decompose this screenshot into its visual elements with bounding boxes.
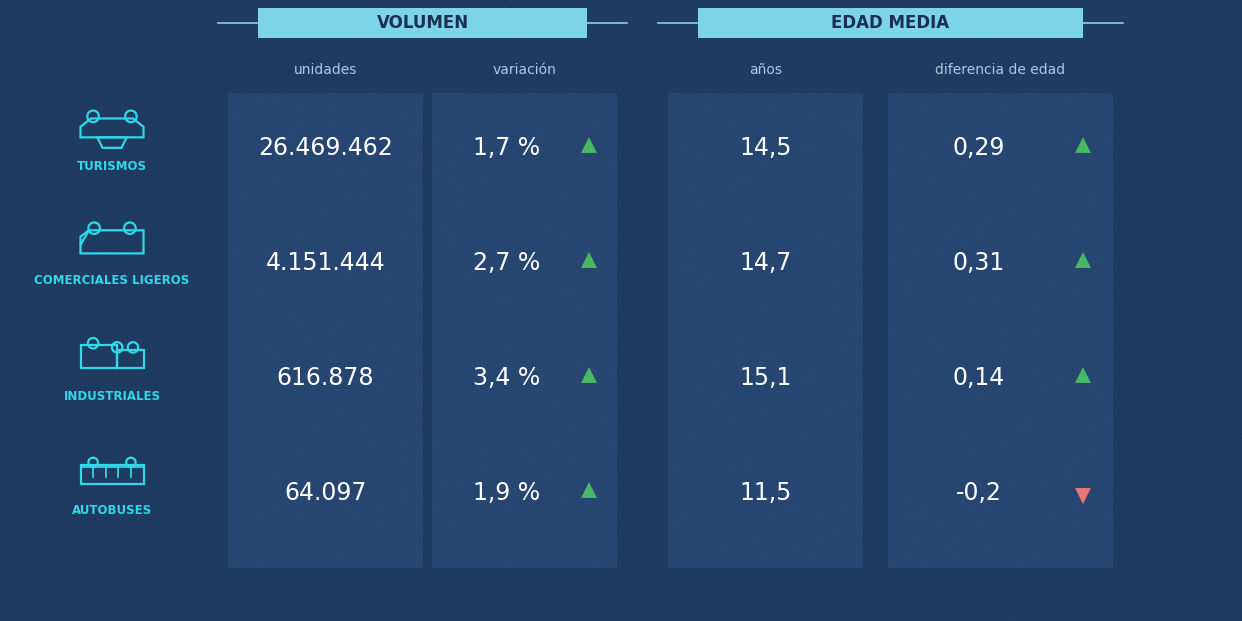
- Text: 0,29: 0,29: [953, 136, 1005, 160]
- Polygon shape: [1076, 252, 1090, 268]
- Polygon shape: [1076, 137, 1090, 153]
- FancyBboxPatch shape: [698, 8, 1083, 38]
- Text: 1,9 %: 1,9 %: [473, 481, 540, 505]
- Polygon shape: [581, 482, 597, 498]
- Text: 14,7: 14,7: [739, 251, 791, 275]
- Text: 26.469.462: 26.469.462: [258, 136, 392, 160]
- Text: EDAD MEDIA: EDAD MEDIA: [831, 14, 950, 32]
- Text: INDUSTRIALES: INDUSTRIALES: [63, 389, 160, 402]
- Text: VOLUMEN: VOLUMEN: [376, 14, 468, 32]
- Text: años: años: [749, 63, 782, 77]
- FancyBboxPatch shape: [229, 93, 424, 568]
- FancyBboxPatch shape: [888, 93, 1113, 568]
- Text: 0,14: 0,14: [953, 366, 1005, 390]
- Text: diferencia de edad: diferencia de edad: [935, 63, 1066, 77]
- Text: 3,4 %: 3,4 %: [473, 366, 540, 390]
- Text: 0,31: 0,31: [953, 251, 1005, 275]
- Text: 11,5: 11,5: [739, 481, 791, 505]
- Text: variación: variación: [493, 63, 556, 77]
- FancyBboxPatch shape: [432, 93, 617, 568]
- Text: 14,5: 14,5: [739, 136, 791, 160]
- Polygon shape: [581, 252, 597, 268]
- Polygon shape: [1076, 488, 1090, 504]
- Text: 64.097: 64.097: [284, 481, 366, 505]
- Text: 15,1: 15,1: [739, 366, 791, 390]
- Text: TURISMOS: TURISMOS: [77, 160, 147, 173]
- Text: 4.151.444: 4.151.444: [266, 251, 385, 275]
- Text: AUTOBUSES: AUTOBUSES: [72, 504, 152, 517]
- Polygon shape: [1076, 367, 1090, 383]
- Text: COMERCIALES LIGEROS: COMERCIALES LIGEROS: [35, 274, 190, 288]
- Polygon shape: [581, 367, 597, 383]
- Polygon shape: [581, 137, 597, 153]
- Text: unidades: unidades: [294, 63, 358, 77]
- Text: 2,7 %: 2,7 %: [473, 251, 540, 275]
- Text: -0,2: -0,2: [955, 481, 1001, 505]
- Text: 1,7 %: 1,7 %: [473, 136, 540, 160]
- FancyBboxPatch shape: [668, 93, 863, 568]
- Text: 616.878: 616.878: [277, 366, 374, 390]
- FancyBboxPatch shape: [258, 8, 587, 38]
